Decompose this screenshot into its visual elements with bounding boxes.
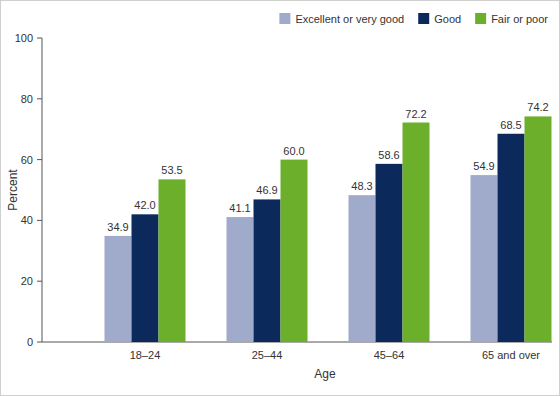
y-tick-label: 20 (21, 275, 33, 287)
y-tick (37, 220, 42, 221)
bar (349, 195, 376, 342)
y-tick-label: 100 (15, 32, 33, 44)
legend-swatch (279, 13, 290, 24)
chart-svg: 0 20 40 60 80 100 34.9 41.1 48.3 54.9 42.0 46.9 58.6… (0, 0, 560, 396)
x-tick-label: 25–44 (252, 349, 283, 361)
data-label: 46.9 (256, 184, 277, 196)
data-label: 60.0 (283, 145, 304, 157)
data-label: 68.5 (500, 119, 521, 131)
bar (498, 134, 525, 342)
data-label: 72.2 (405, 108, 426, 120)
chart-container: 0 20 40 60 80 100 34.9 41.1 48.3 54.9 42.0 46.9 58.6… (0, 0, 560, 396)
figure-border (1, 1, 560, 396)
x-tick-label: 18–24 (130, 349, 161, 361)
data-label: 41.1 (229, 202, 250, 214)
bar (525, 116, 552, 342)
data-label: 58.6 (378, 149, 399, 161)
bar (281, 160, 308, 342)
legend-swatch (475, 13, 486, 24)
legend-item: Good (418, 13, 461, 25)
y-tick (37, 98, 42, 99)
legend: Excellent or very good Good Fair or poor (279, 13, 548, 25)
legend-item: Fair or poor (475, 13, 548, 25)
y-tick-label: 0 (27, 336, 33, 348)
bar (105, 236, 132, 342)
bar (403, 123, 430, 342)
legend-swatch (418, 13, 429, 24)
x-axis-title: Age (314, 367, 336, 381)
y-tick (37, 342, 42, 343)
y-tick (37, 281, 42, 282)
legend-label: Good (434, 13, 461, 25)
y-axis-title: Percent (6, 169, 20, 211)
bar (159, 179, 186, 342)
data-label: 34.9 (107, 221, 128, 233)
data-label: 53.5 (161, 164, 182, 176)
x-tick-label: 45–64 (374, 349, 405, 361)
bars (105, 116, 552, 342)
data-label: 42.0 (134, 199, 155, 211)
data-label: 74.2 (527, 101, 548, 113)
legend-label: Fair or poor (491, 13, 548, 25)
y-tick-label: 60 (21, 154, 33, 166)
bar (132, 214, 159, 342)
bar (254, 199, 281, 342)
y-axis-line (42, 38, 43, 342)
bar (376, 164, 403, 342)
y-tick (37, 159, 42, 160)
data-label: 48.3 (351, 180, 372, 192)
bar (227, 217, 254, 342)
y-tick (37, 38, 42, 39)
y-tick-label: 40 (21, 214, 33, 226)
legend-item: Excellent or very good (279, 13, 404, 25)
data-label: 54.9 (473, 160, 494, 172)
y-tick-label: 80 (21, 93, 33, 105)
x-tick-label: 65 and over (482, 349, 540, 361)
legend-label: Excellent or very good (295, 13, 404, 25)
bar (471, 175, 498, 342)
